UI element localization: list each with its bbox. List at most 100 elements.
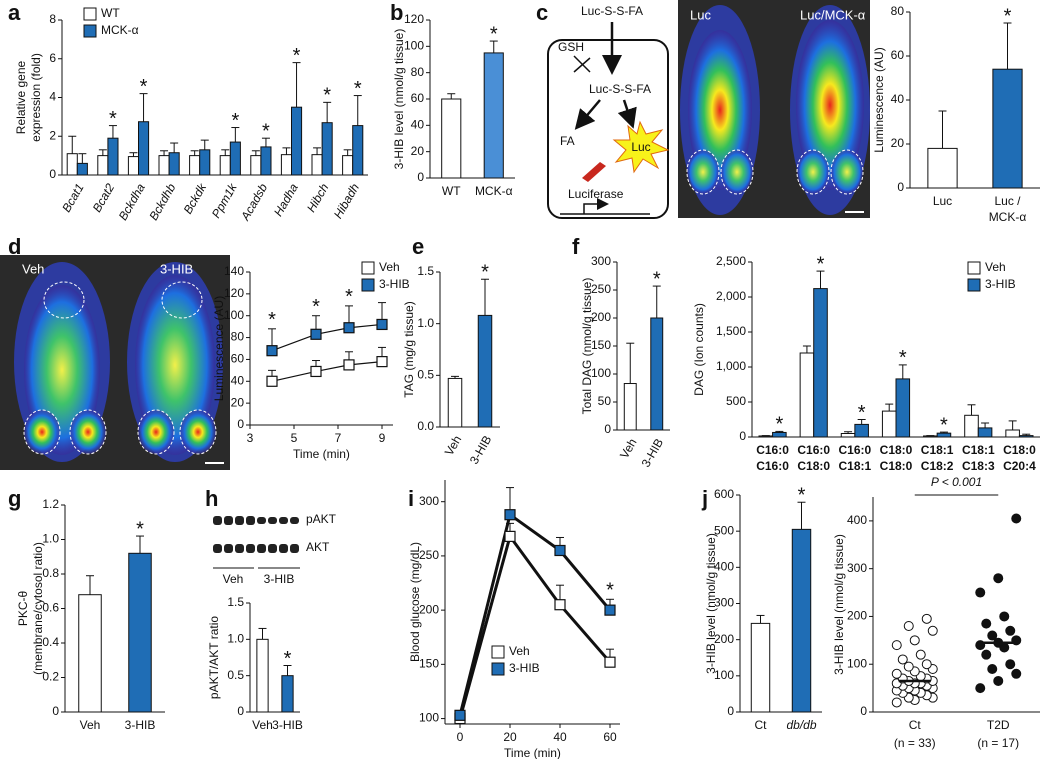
- bar: [799, 352, 815, 438]
- panel-letter: a: [8, 0, 21, 25]
- data-point: [915, 649, 926, 660]
- bar: [97, 155, 109, 176]
- x-tick-label: C16:0: [756, 443, 789, 457]
- data-point: [999, 611, 1010, 622]
- y-axis-label: Luminescence (AU): [212, 296, 226, 401]
- panel-letter: j: [701, 486, 708, 511]
- y-axis-label: expression (fold): [29, 53, 43, 142]
- y-tick-label: 300: [591, 254, 611, 268]
- x-tick-label: C20:4: [1003, 459, 1036, 473]
- diagram-c: Luc-S-S-FA GSH Luc-S-S-FA FA Luc Lucifer…: [547, 4, 670, 219]
- y-tick-label: 250: [591, 282, 611, 296]
- y-tick-label: 200: [847, 609, 867, 623]
- series-line: [458, 512, 612, 716]
- x-tick-label: Acadsb: [238, 181, 271, 224]
- x-tick-label: WT: [442, 184, 461, 198]
- bar: [477, 314, 493, 428]
- panel-letter: b: [390, 0, 403, 25]
- y-tick-label: 100: [419, 711, 439, 725]
- band-label: pAKT: [306, 512, 337, 526]
- y-tick-label: 0.8: [42, 566, 59, 580]
- y-tick-label: 100: [714, 668, 734, 682]
- roi: [23, 409, 61, 455]
- y-axis-label: TAG (mg/g tissue): [402, 301, 416, 397]
- data-point: [903, 661, 914, 672]
- y-axis-label: Blood glucose (mg/dL): [408, 542, 422, 662]
- bar: [321, 122, 333, 176]
- arrow: [574, 99, 601, 130]
- bar: [441, 98, 462, 179]
- data-point: [891, 640, 902, 651]
- significance-mark: *: [858, 402, 866, 424]
- y-tick-label: 100: [847, 656, 867, 670]
- y-tick-label: 4: [49, 90, 56, 104]
- y-tick-label: 2,000: [716, 289, 746, 303]
- band-row: [213, 544, 299, 553]
- bar: [311, 154, 323, 176]
- x-tick-label: 5: [291, 431, 298, 445]
- y-tick-label: 300: [714, 596, 734, 610]
- y-axis-label: PKC-θ: [16, 591, 30, 627]
- y-tick-label: 1.5: [227, 595, 244, 609]
- x-tick-label: Luc: [933, 194, 952, 208]
- x-tick-label: Bckdk: [181, 180, 210, 216]
- x-tick-label: C16:0: [797, 443, 830, 457]
- legend-label: Veh: [379, 260, 400, 274]
- significance-mark: *: [345, 286, 353, 308]
- y-tick-label: 500: [714, 523, 734, 537]
- bar: [199, 149, 211, 176]
- bar: [923, 435, 938, 438]
- data-point: [975, 587, 986, 598]
- x-tick-label: 9: [379, 431, 386, 445]
- scissors: [573, 55, 591, 73]
- bar: [229, 141, 241, 176]
- band-row: [213, 516, 299, 525]
- marker: [343, 322, 355, 334]
- y-tick-label: 1.2: [42, 497, 59, 511]
- data-point: [993, 573, 1004, 584]
- luciferase-shape: [582, 162, 606, 182]
- bar: [623, 383, 637, 431]
- data-point: [897, 654, 908, 665]
- x-tick-label: Bcat2: [90, 181, 118, 215]
- x-tick-label: 3: [247, 431, 254, 445]
- y-axis-label: Total DAG (nmol/g tissue): [580, 278, 594, 415]
- roi: [179, 409, 217, 455]
- roi: [43, 281, 85, 319]
- marker: [266, 375, 278, 387]
- x-tick-label: 20: [503, 730, 517, 744]
- significance-mark: *: [606, 580, 614, 602]
- x-tick-label: C18:3: [962, 459, 995, 473]
- y-tick-label: 20: [891, 136, 905, 150]
- significance-mark: *: [775, 414, 783, 436]
- roi: [830, 149, 864, 195]
- significance-mark: *: [140, 76, 148, 98]
- bar: [76, 162, 88, 176]
- x-tick-label: Bckdhb: [146, 181, 178, 223]
- bar: [813, 288, 828, 438]
- bar: [256, 638, 269, 713]
- data-point: [927, 625, 938, 636]
- bar: [260, 146, 272, 176]
- bar: [138, 121, 150, 176]
- y-tick-label: 20: [411, 144, 425, 158]
- legend-swatch: [967, 278, 981, 292]
- promoter: [560, 204, 650, 214]
- bar: [158, 155, 170, 176]
- bar: [447, 377, 463, 428]
- data-point: [921, 659, 932, 670]
- legend-label: MCK-α: [101, 23, 139, 37]
- y-tick-label: 300: [847, 561, 867, 575]
- legend-swatch: [83, 24, 97, 38]
- data-point: [891, 697, 902, 708]
- y-tick-label: 0.0: [417, 419, 434, 433]
- y-tick-label: 500: [726, 394, 746, 408]
- bar: [281, 675, 294, 713]
- x-tick-label: Veh: [252, 718, 273, 732]
- substrate-label: Luc-S-S-FA: [581, 4, 643, 18]
- annotation: P < 0.001: [931, 475, 982, 489]
- data-point: [909, 635, 920, 646]
- y-tick-label: 250: [419, 548, 439, 562]
- marker: [454, 709, 466, 721]
- legend-label: Veh: [985, 260, 1006, 274]
